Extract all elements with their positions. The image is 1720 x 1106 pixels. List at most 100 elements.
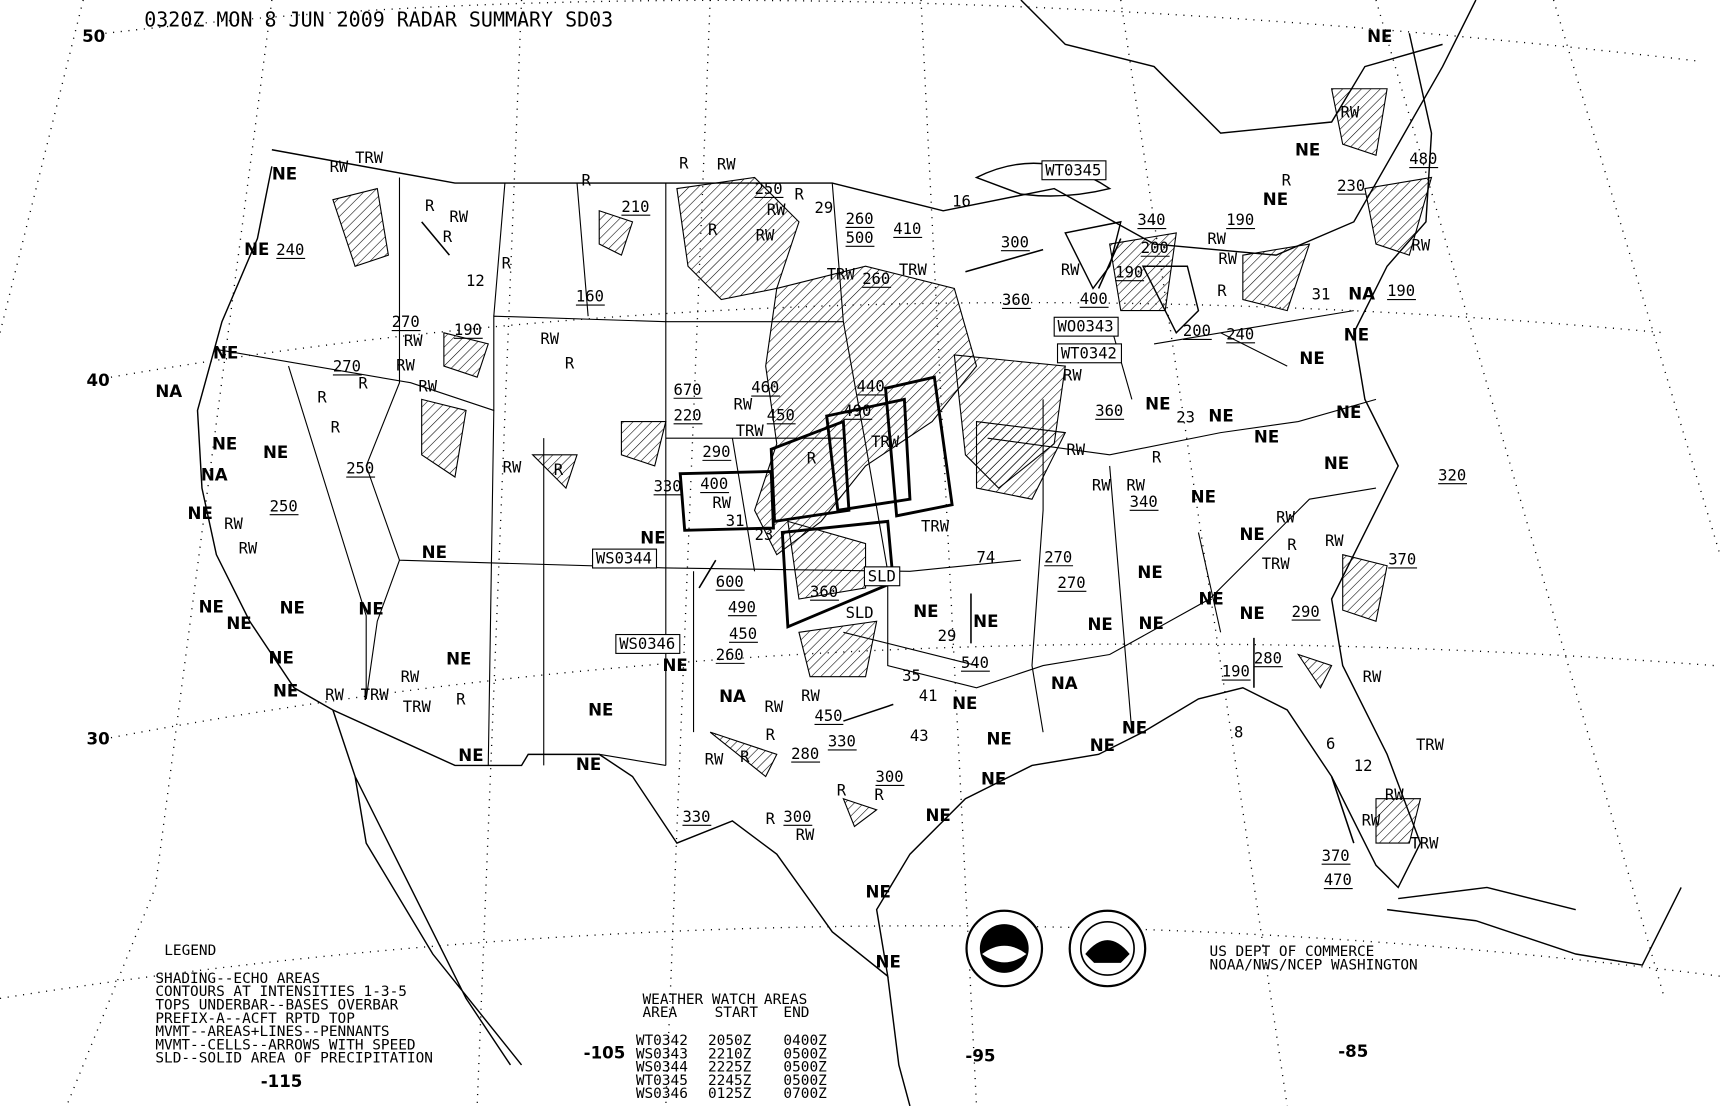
radar-annotation: R [317,389,327,407]
legend-line: SLD--SOLID AREA OF PRECIPITATION [155,1051,433,1067]
no-echo-label: NE [422,543,447,562]
no-echo-label: NE [188,504,213,523]
no-echo-label: NE [987,729,1012,748]
radar-annotation: 360 [1095,402,1123,420]
radar-annotation: 23 [755,526,774,544]
lon-label-85: -85 [1338,1042,1368,1061]
radar-annotation: 370 [1388,551,1416,569]
radar-annotation: RW [1126,476,1145,494]
column-header-area: AREA [643,1005,678,1021]
no-echo-label: NE [973,612,998,631]
radar-annotation: 200 [1141,239,1169,257]
no-echo-label: NE [212,434,237,453]
radar-annotation: R [502,254,512,272]
no-echo-label: NE [1191,488,1216,507]
radar-annotation: 400 [1080,290,1108,308]
radar-annotation: RW [1362,811,1381,829]
radar-annotation: 460 [751,379,779,397]
watch-area-id: WT0345 [636,1073,688,1089]
radar-annotation: R [1217,282,1227,300]
watch-label-box [1041,160,1107,181]
legend-line: CONTOURS AT INTENSITIES 1-3-5 [155,984,407,1000]
no-echo-label: NE [446,649,471,668]
radar-annotation: R [331,419,341,437]
radar-annotation: 190 [1222,663,1250,681]
radar-annotation: R [1282,171,1292,189]
radar-annotation: RW [540,330,559,348]
no-echo-label: NE [199,597,224,616]
radar-annotation: RW [1276,508,1295,526]
no-echo-label: NA [1051,674,1078,693]
radar-annotation: 12 [466,272,485,290]
radar-annotation: 410 [893,220,921,238]
radar-annotation: 440 [857,378,885,396]
radar-annotation: RW [330,158,349,176]
radar-annotation: 330 [654,477,682,495]
lon-label-115: -115 [261,1072,303,1091]
no-echo-label: NE [913,602,938,621]
radar-annotation: 320 [1438,466,1466,484]
no-echo-label: NE [1254,428,1279,447]
no-echo-label: NE [273,682,298,701]
radar-annotation: 240 [1226,325,1254,343]
no-echo-label: NE [1263,190,1288,209]
no-echo-label: NE [588,701,613,720]
no-echo-label: NE [952,694,977,713]
radar-annotation: R [565,354,575,372]
watch-area-id: WT0342 [636,1033,688,1049]
radar-annotation: TRW [403,698,432,716]
radar-annotation: R [443,228,453,246]
watch-area-label: WT0342 [1061,344,1117,362]
watch-area-label: SLD [868,567,896,585]
legend-line: PREFIX-A--ACFT RPTD TOP [155,1011,355,1027]
radar-annotation: RW [1063,367,1082,385]
lon-label-95: -95 [965,1047,995,1066]
watch-start: 2245Z [708,1073,752,1089]
legend-line: SHADING--ECHO AREAS [155,971,320,987]
radar-annotation: 540 [961,654,989,672]
no-echo-label: NE [226,614,251,633]
radar-annotation: R [456,690,466,708]
column-header-start: START [715,1005,759,1021]
radar-annotation: RW [418,378,437,396]
legend-line: TOPS UNDERBAR--BASES OVERBAR [155,997,398,1013]
radar-annotation: TRW [1416,736,1445,754]
no-echo-label: NE [1122,718,1147,737]
radar-annotation: 41 [919,687,938,705]
no-echo-label: NE [1240,525,1265,544]
watch-start: 2225Z [708,1060,752,1076]
no-echo-label: NE [458,746,483,765]
radar-annotation: 490 [843,402,871,420]
radar-annotation: TRW [871,433,900,451]
radar-annotation: 8 [1234,724,1243,742]
echo-areas [332,88,1433,844]
radar-annotation: 190 [1387,282,1415,300]
radar-annotation: RW [325,686,344,704]
radar-annotation: 290 [1292,603,1320,621]
radar-annotation: 160 [576,288,604,306]
noaa-logo [965,909,1044,988]
radar-annotation: SLD [846,604,874,622]
radar-annotation: 270 [333,358,361,376]
radar-annotation: 230 [1337,177,1365,195]
radar-annotation: RW [712,494,731,512]
radar-annotation: 360 [1002,291,1030,309]
no-echo-label: NE [269,648,294,667]
column-header-end: END [783,1005,809,1021]
radar-annotation: 190 [1115,263,1143,281]
radar-annotation: 190 [1226,211,1254,229]
radar-annotation: 360 [810,583,838,601]
radar-annotation: 370 [1322,847,1350,865]
radar-annotation: 340 [1137,211,1165,229]
lat-label-40: 40 [87,371,110,390]
radar-annotation: 450 [767,406,795,424]
no-echo-label: NA [201,465,228,484]
radar-annotation: 31 [1312,286,1331,304]
watch-label-box [1053,316,1119,337]
no-echo-label: NE [1240,604,1265,623]
no-echo-label: NE [263,443,288,462]
watch-table: WEATHER WATCH AREAS AREA START END WT034… [636,992,827,1102]
radar-annotation: TRW [1262,555,1291,573]
